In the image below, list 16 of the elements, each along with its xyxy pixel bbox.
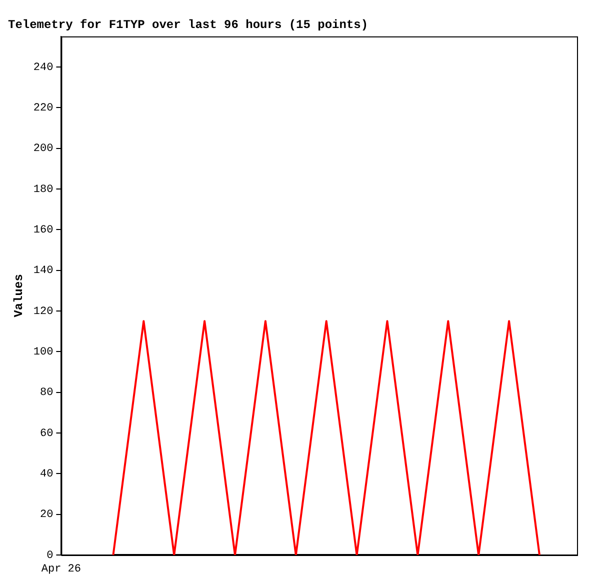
y-tick-label: 0 bbox=[46, 550, 54, 562]
y-tick-label: 200 bbox=[33, 143, 54, 156]
y-tick-label: 80 bbox=[40, 387, 54, 400]
y-tick-label: 240 bbox=[33, 62, 54, 74]
y-tick-label: 20 bbox=[40, 509, 54, 522]
y-axis-title: Values bbox=[12, 274, 26, 318]
y-tick-label: 160 bbox=[33, 224, 54, 237]
y-tick-label: 140 bbox=[33, 265, 54, 278]
y-tick-label: 220 bbox=[33, 102, 54, 114]
y-tick-label: 40 bbox=[40, 468, 54, 481]
text: Apr 26 bbox=[41, 563, 82, 576]
y-tick-label: 180 bbox=[33, 184, 54, 196]
chart-title: Telemetry for F1TYP over last 96 hours (15 points) bbox=[8, 18, 368, 32]
y-tick-label: 100 bbox=[33, 346, 54, 359]
y-tick-label: 60 bbox=[40, 428, 54, 440]
y-tick-label: 120 bbox=[33, 306, 54, 318]
